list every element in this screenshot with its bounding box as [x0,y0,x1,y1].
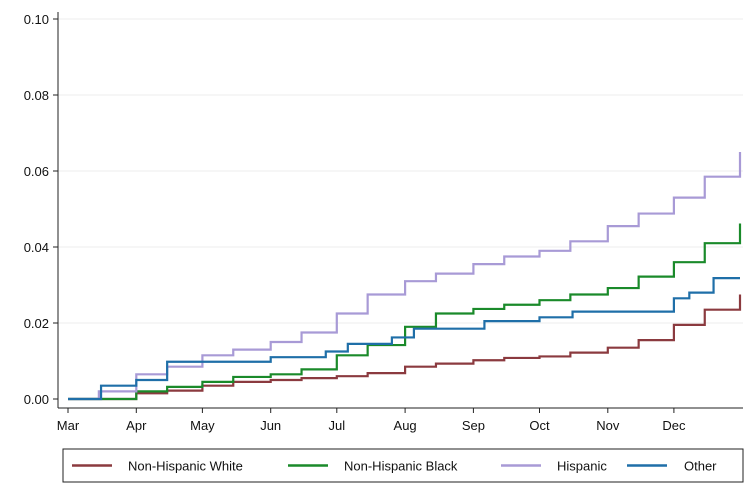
x-tick-label: Nov [596,418,620,433]
x-tick-label: Mar [57,418,80,433]
gridlines [58,18,743,324]
x-tick-label: Aug [394,418,417,433]
y-tick-label: 0.02 [24,316,49,331]
axes: 0.00 0.02 0.04 0.06 0.08 0.10 Mar Apr May Jun Jul A… [24,12,743,433]
series-line-non-hispanic-black [68,223,742,401]
y-tick-label: 0.10 [24,12,49,27]
series-line-non-hispanic-white [68,294,742,401]
y-tick-label: 0.04 [24,240,49,255]
x-tick-label: Sep [462,418,485,433]
y-tick-label: 0.08 [24,88,49,103]
x-tick-label: May [190,418,215,433]
x-tick-label: Jul [328,418,345,433]
legend-label: Hispanic [557,459,607,474]
x-tick-label: Oct [529,418,550,433]
y-tick-label: 0.06 [24,164,49,179]
x-tick-label: Apr [126,418,147,433]
x-tick-label: Dec [662,418,686,433]
legend-label: Non-Hispanic Black [344,459,458,474]
legend: Non-Hispanic White Non-Hispanic Black Hisp… [62,448,744,483]
legend-label: Other [684,459,717,474]
y-tick-label: 0.00 [24,392,49,407]
series-line-hispanic [68,152,742,401]
series-line-other [68,277,740,401]
x-tick-label: Jun [260,418,281,433]
legend-label: Non-Hispanic White [128,459,243,474]
series-lines [68,152,742,401]
